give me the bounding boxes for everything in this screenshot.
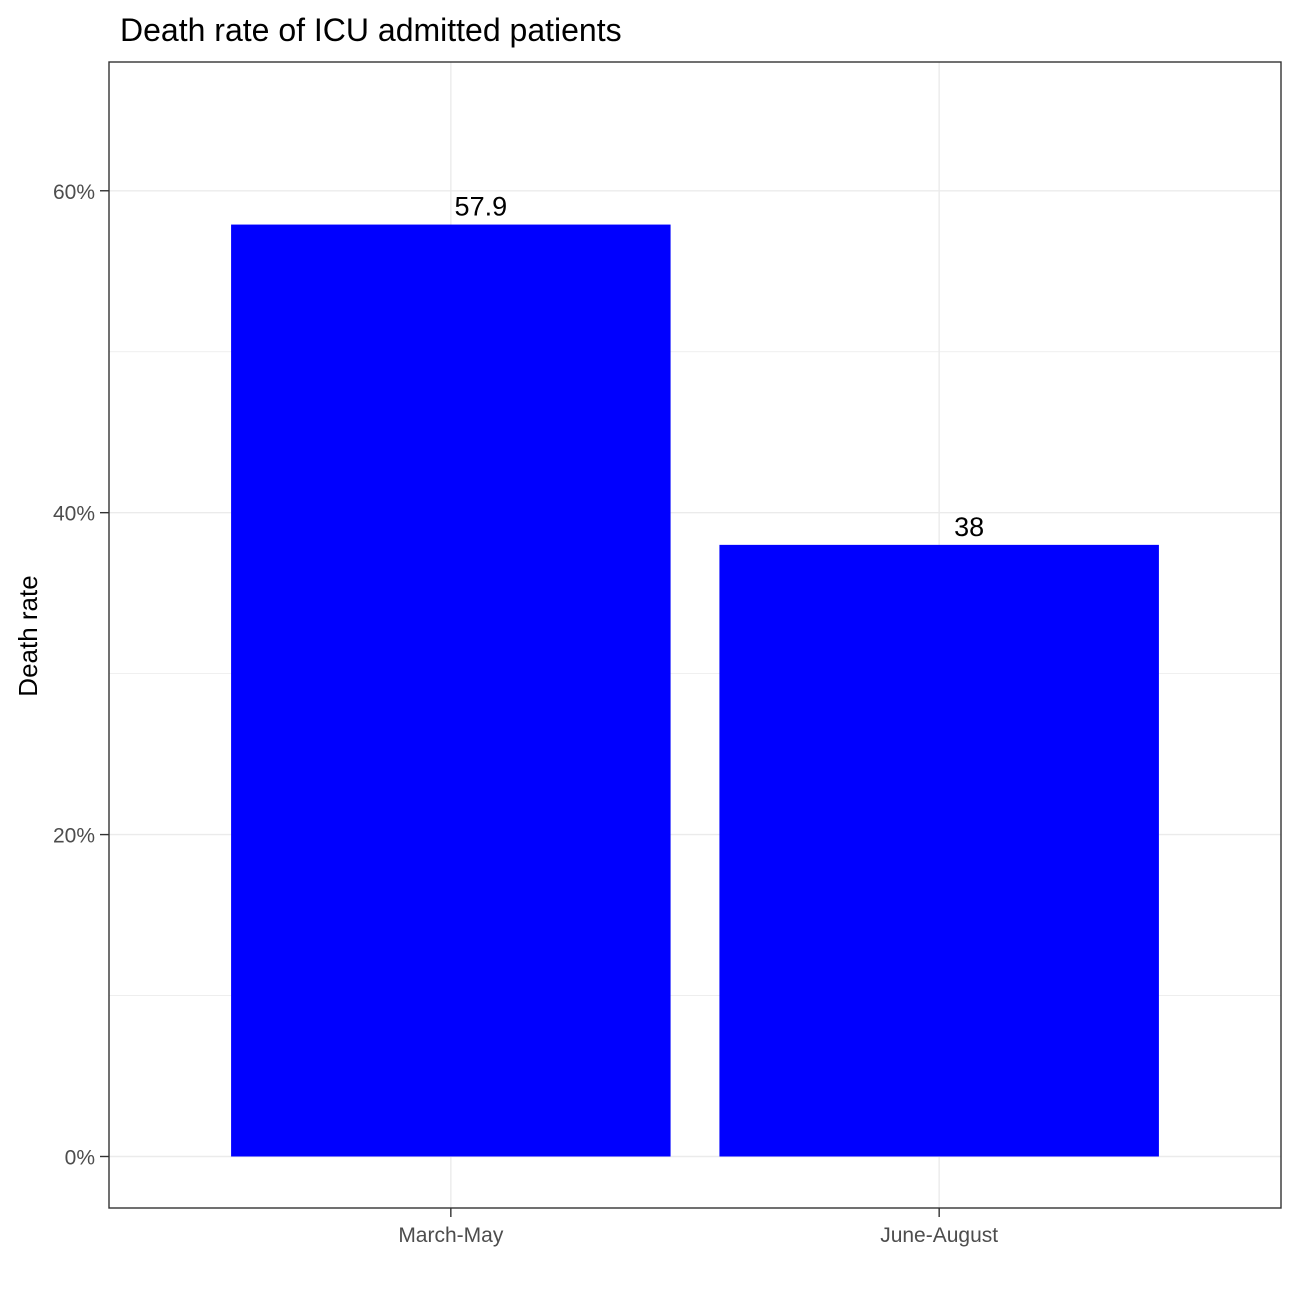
bar-march-may [231, 224, 671, 1157]
y-axis-label: Death rate [13, 575, 43, 696]
value-label-0: 57.9 [455, 192, 508, 222]
chart-title: Death rate of ICU admitted patients [120, 12, 622, 48]
x-tick-label-0: March-May [398, 1224, 504, 1247]
y-tick-label-3: 60% [53, 181, 95, 204]
x-tick-label-1: June-August [880, 1224, 998, 1247]
y-tick-label-1: 20% [53, 825, 95, 848]
value-labels: 57.9 38 [455, 192, 985, 542]
value-label-1: 38 [954, 512, 984, 542]
bar-june-august [719, 544, 1159, 1157]
x-axis: March-May June-August [398, 1208, 998, 1247]
plot-panel-border [108, 61, 1282, 1209]
y-tick-label-0: 0% [65, 1146, 95, 1169]
y-tick-label-2: 40% [53, 503, 95, 526]
y-axis: 0% 20% 40% 60% [53, 181, 109, 1169]
bars [231, 224, 1159, 1157]
